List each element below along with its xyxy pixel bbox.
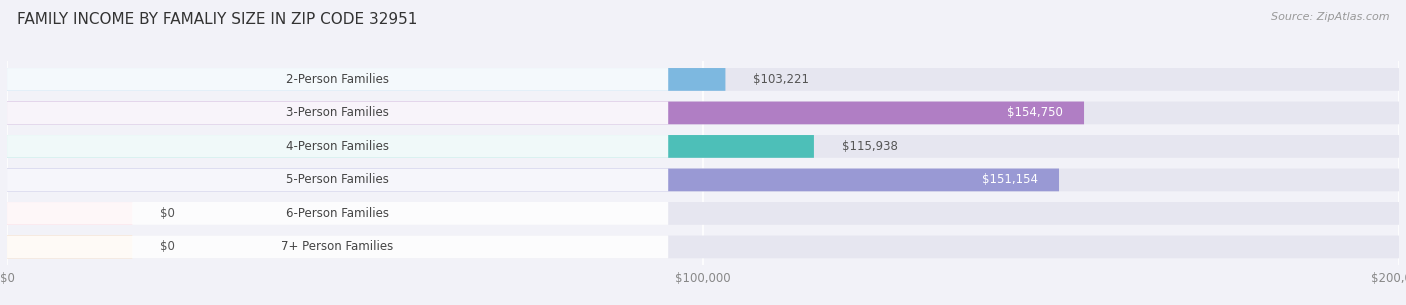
FancyBboxPatch shape	[7, 169, 1399, 191]
FancyBboxPatch shape	[7, 135, 1399, 158]
FancyBboxPatch shape	[7, 68, 725, 91]
Text: Source: ZipAtlas.com: Source: ZipAtlas.com	[1271, 12, 1389, 22]
FancyBboxPatch shape	[7, 235, 1399, 258]
FancyBboxPatch shape	[7, 202, 132, 225]
Text: $0: $0	[160, 240, 174, 253]
Text: 5-Person Families: 5-Person Families	[287, 174, 389, 186]
FancyBboxPatch shape	[7, 169, 668, 191]
Text: FAMILY INCOME BY FAMALIY SIZE IN ZIP CODE 32951: FAMILY INCOME BY FAMALIY SIZE IN ZIP COD…	[17, 12, 418, 27]
FancyBboxPatch shape	[7, 102, 1399, 124]
FancyBboxPatch shape	[7, 135, 668, 158]
Text: $115,938: $115,938	[842, 140, 897, 153]
Text: 2-Person Families: 2-Person Families	[285, 73, 389, 86]
Text: 4-Person Families: 4-Person Families	[285, 140, 389, 153]
FancyBboxPatch shape	[7, 169, 1059, 191]
FancyBboxPatch shape	[7, 135, 814, 158]
Text: $0: $0	[160, 207, 174, 220]
Text: $151,154: $151,154	[983, 174, 1038, 186]
FancyBboxPatch shape	[7, 235, 668, 258]
FancyBboxPatch shape	[7, 102, 668, 124]
FancyBboxPatch shape	[7, 68, 1399, 91]
Text: 6-Person Families: 6-Person Families	[285, 207, 389, 220]
Text: 7+ Person Families: 7+ Person Families	[281, 240, 394, 253]
Text: $103,221: $103,221	[754, 73, 810, 86]
FancyBboxPatch shape	[7, 102, 1084, 124]
Text: 3-Person Families: 3-Person Families	[287, 106, 389, 120]
Text: $154,750: $154,750	[1007, 106, 1063, 120]
FancyBboxPatch shape	[7, 68, 668, 91]
FancyBboxPatch shape	[7, 202, 1399, 225]
FancyBboxPatch shape	[7, 202, 668, 225]
FancyBboxPatch shape	[7, 235, 132, 258]
